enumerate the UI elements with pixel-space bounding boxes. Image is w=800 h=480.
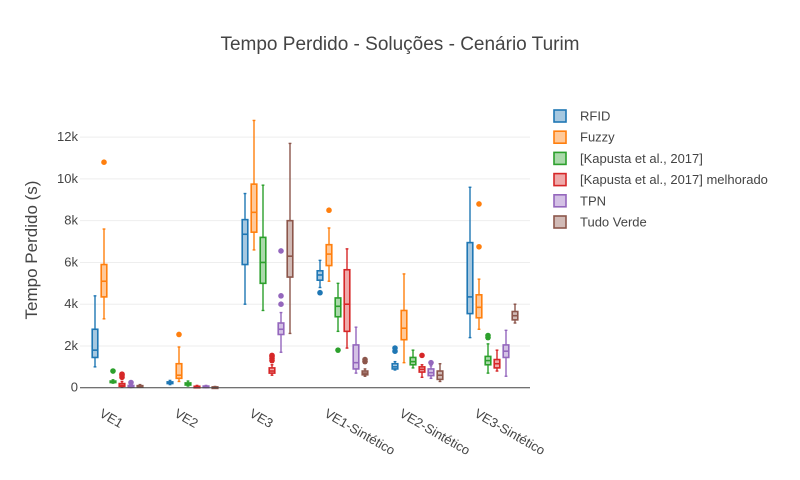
box — [109, 368, 117, 384]
box — [466, 186, 474, 339]
legend-label: [Kapusta et al., 2017] — [580, 151, 703, 166]
legend-swatch — [553, 151, 567, 166]
box-iqr — [343, 268, 351, 333]
outlier-point — [128, 379, 134, 386]
box — [100, 159, 108, 320]
box — [475, 201, 483, 330]
legend-label: RFID — [580, 109, 610, 124]
chart-title: Tempo Perdido - Soluções - Cenário Turim — [220, 34, 579, 55]
legend-item: [Kapusta et al., 2017] — [553, 151, 703, 166]
outlier-point — [485, 332, 491, 339]
y-tick-label: 10k — [57, 171, 78, 186]
box — [409, 349, 417, 369]
legend-item: [Kapusta et al., 2017] melhorado — [553, 172, 768, 187]
legend-label: Fuzzy — [580, 130, 615, 145]
box — [334, 282, 342, 353]
outlier-point — [476, 201, 482, 207]
box — [361, 356, 369, 377]
box — [325, 207, 333, 282]
y-tick-label: 4k — [64, 296, 78, 311]
outlier-point — [428, 359, 434, 366]
legend-item: RFID — [553, 109, 610, 124]
legend-item: Tudo Verde — [553, 215, 647, 230]
box — [427, 359, 435, 380]
box — [400, 273, 408, 364]
outlier-point — [176, 331, 182, 338]
legend: RFID Fuzzy [Kapusta et al., 2017] [Kapusta … — [553, 109, 768, 230]
box-iqr — [352, 344, 360, 370]
box — [502, 329, 510, 377]
box — [436, 363, 444, 383]
box-iqr — [475, 294, 483, 319]
outlier-point — [101, 159, 107, 166]
outlier-point — [278, 248, 284, 254]
box-iqr — [466, 241, 474, 315]
outlier-point — [362, 356, 368, 363]
box — [286, 142, 294, 335]
legend-swatch — [553, 194, 567, 208]
outlier-point — [119, 371, 125, 377]
box-iqr — [400, 309, 408, 341]
box-plot-area — [91, 119, 519, 390]
box — [277, 248, 285, 353]
box — [166, 379, 174, 386]
y-tick-label: 8k — [64, 213, 78, 228]
y-tick-label: 12k — [57, 129, 78, 144]
box — [118, 371, 126, 388]
y-tick-label: 0 — [71, 380, 78, 395]
legend-label: Tudo Verde — [580, 215, 647, 230]
legend-swatch — [553, 130, 567, 144]
box — [343, 248, 351, 349]
outlier-point — [419, 352, 425, 359]
legend-label: [Kapusta et al., 2017] melhorado — [580, 172, 768, 187]
box-iqr — [91, 328, 99, 359]
box-iqr — [259, 236, 267, 285]
box — [250, 119, 258, 251]
box-iqr — [250, 183, 258, 233]
outlier-point — [269, 352, 275, 359]
y-axis-title: Tempo Perdido (s) — [22, 181, 41, 320]
legend-label: TPN — [580, 193, 606, 208]
legend-item: TPN — [553, 193, 606, 208]
legend-swatch — [553, 109, 567, 123]
box — [391, 345, 399, 371]
box — [484, 332, 492, 374]
outlier-point — [335, 347, 341, 353]
y-tick-label: 2k — [64, 338, 78, 353]
box — [184, 380, 192, 387]
outlier-point — [317, 289, 323, 296]
outlier-point — [476, 243, 482, 250]
y-tick-labels: 0 2k 4k 6k 8k 10k 12k — [57, 129, 78, 395]
legend-swatch — [553, 215, 567, 229]
outlier-point — [278, 293, 284, 299]
box — [511, 303, 519, 324]
y-tick-label: 6k — [64, 254, 78, 269]
box — [268, 352, 276, 376]
box-iqr — [175, 362, 183, 380]
box — [136, 383, 144, 389]
box — [418, 352, 426, 378]
legend-item: Fuzzy — [553, 130, 615, 145]
legend-swatch — [553, 172, 567, 187]
box-iqr — [334, 297, 342, 318]
y-gridlines — [80, 136, 530, 347]
box — [241, 192, 249, 305]
outlier-point — [392, 345, 398, 351]
box — [127, 379, 135, 389]
box — [352, 326, 360, 374]
box — [493, 349, 501, 372]
box-iqr — [241, 218, 249, 266]
box-iqr — [286, 219, 294, 278]
box — [316, 259, 324, 296]
outlier-point — [110, 368, 116, 374]
box — [259, 184, 267, 312]
outlier-point — [278, 301, 284, 308]
box-iqr — [325, 243, 333, 267]
box — [91, 295, 99, 368]
outlier-point — [326, 207, 332, 214]
box — [175, 331, 183, 383]
